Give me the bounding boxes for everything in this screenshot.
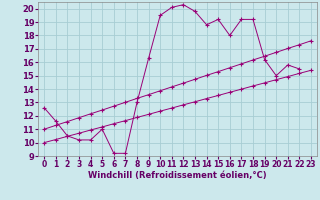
X-axis label: Windchill (Refroidissement éolien,°C): Windchill (Refroidissement éolien,°C)	[88, 171, 267, 180]
